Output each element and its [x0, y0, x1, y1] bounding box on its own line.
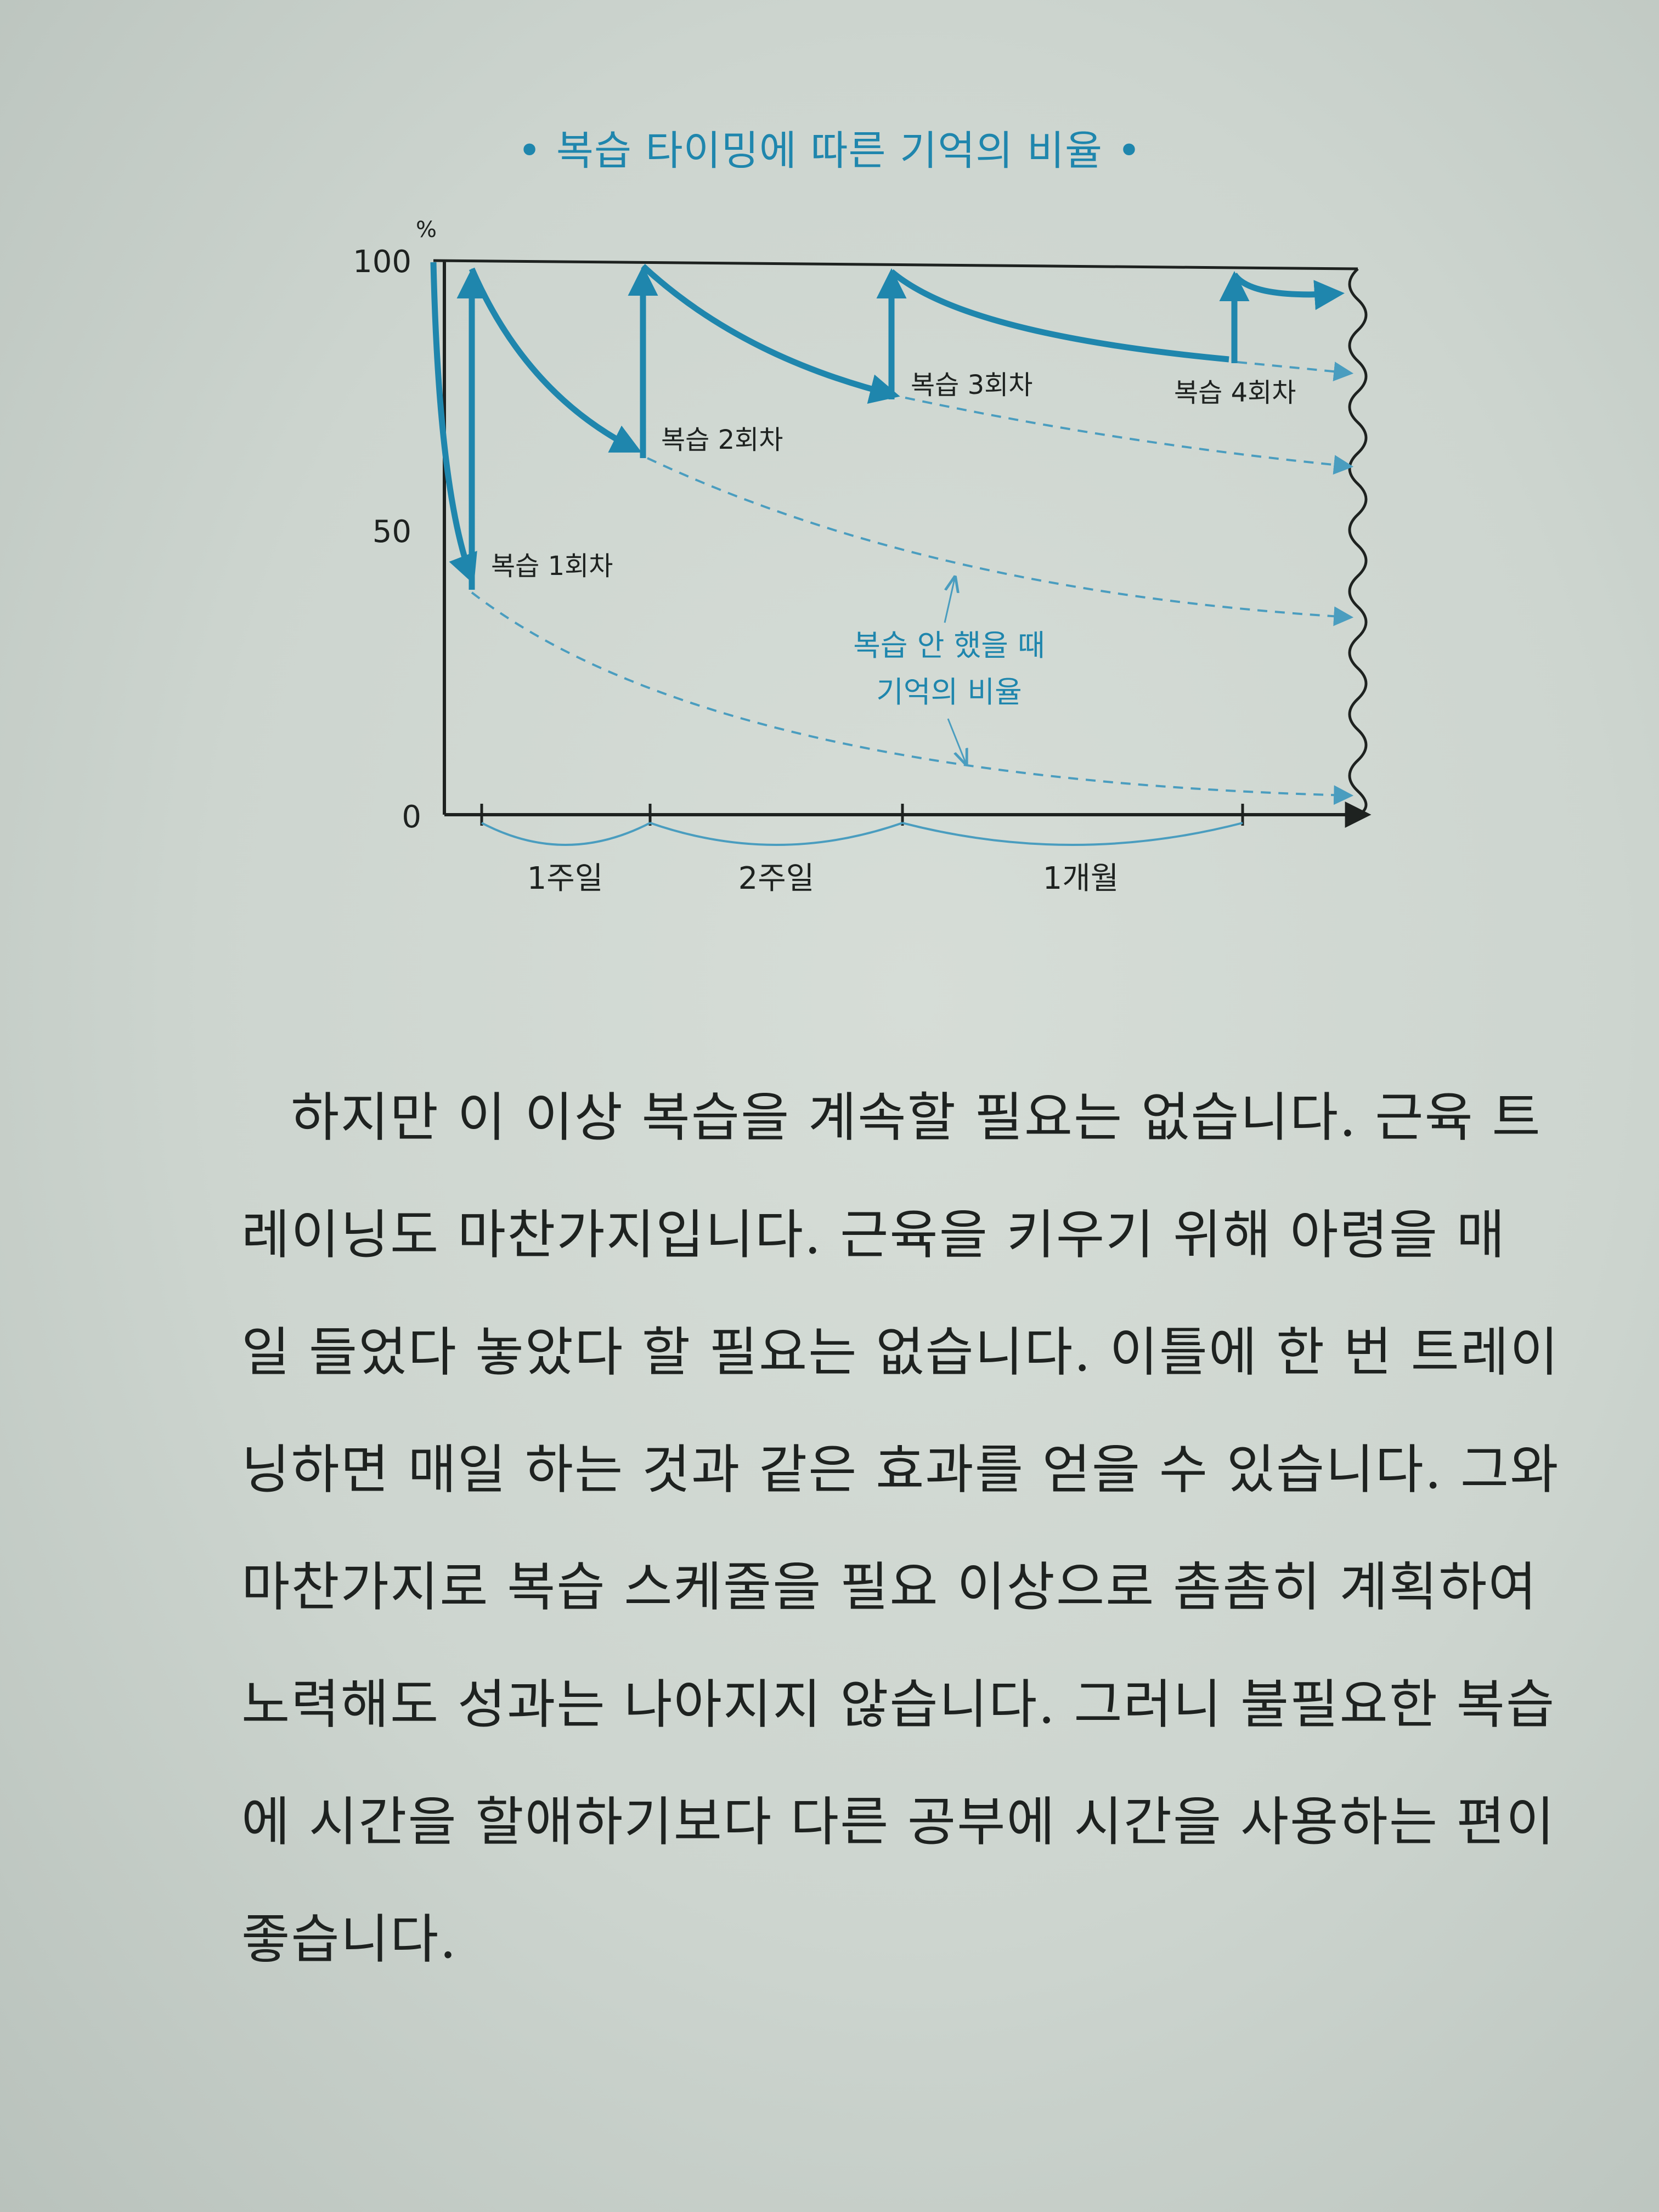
interval-brace-2	[650, 822, 903, 846]
review-label-3: 복습 3회차	[911, 370, 1032, 400]
title-bullet-right: •	[1117, 127, 1142, 174]
title-bullet-left: •	[517, 127, 542, 174]
body-line-6: 노력해도 성과는 나아지지 않습니다. 그러니 불필요한 복습	[241, 1674, 1556, 1735]
review-decay-3	[641, 263, 900, 404]
review-label-4: 복습 4회차	[1174, 377, 1296, 408]
y-unit-label: %	[416, 217, 437, 242]
annotation-pointer-down	[947, 718, 966, 763]
y-tick-50: 50	[373, 514, 411, 550]
body-line-5: 마찬가지로 복습 스케줄을 필요 이상으로 촘촘히 계획하여	[241, 1556, 1538, 1618]
chart-title: • 복습 타이밍에 따른 기억의 비율 •	[0, 118, 1659, 177]
forgetting-curve-chart: % 100 50 0 1주일 2주일 1개월	[353, 217, 1372, 896]
annotation-line-1: 복습 안 했을 때	[853, 628, 1045, 663]
body-line-1: 하지만 이 이상 복습을 계속할 필요는 없습니다. 근육 트	[291, 1087, 1542, 1148]
no-review-curve-2	[647, 457, 1354, 627]
review-decay-5	[1232, 272, 1345, 311]
top-boundary	[433, 259, 1358, 270]
interval-brace-1	[481, 822, 651, 846]
x-interval-label-1month: 1개월	[1043, 861, 1119, 896]
review-label-2: 복습 2회차	[661, 425, 783, 455]
body-line-8: 좋습니다.	[241, 1909, 458, 1970]
annotation-line-2: 기억의 비율	[876, 675, 1022, 709]
body-line-4: 닝하면 매일 하는 것과 같은 효과를 얻을 수 있습니다. 그와	[241, 1439, 1560, 1500]
no-review-curve-1	[471, 591, 1354, 805]
body-paragraph: 하지만 이 이상 복습을 계속할 필요는 없습니다. 근육 트 레이닝도 마찬가…	[241, 1059, 1560, 1998]
no-review-curve-4	[1237, 361, 1354, 382]
x-interval-label-1week: 1주일	[527, 861, 603, 896]
x-interval-label-2weeks: 2주일	[738, 861, 815, 896]
chart-title-text: 복습 타이밍에 따른 기억의 비율	[556, 127, 1103, 174]
interval-brace-3	[902, 822, 1243, 846]
wavy-right-edge	[1348, 268, 1368, 817]
body-line-7: 에 시간을 할애하기보다 다른 공부에 시간을 사용하는 편이	[241, 1791, 1556, 1853]
y-tick-100: 100	[353, 244, 411, 280]
body-line-2: 레이닝도 마찬가지입니다. 근육을 키우기 위해 아령을 매	[241, 1204, 1506, 1266]
review-decay-4	[889, 269, 1229, 363]
annotation-pointer-up	[944, 579, 955, 623]
body-line-3: 일 들었다 놓았다 할 필요는 없습니다. 이틀에 한 번 트레이	[241, 1322, 1560, 1383]
review-label-1: 복습 1회차	[491, 551, 613, 582]
y-tick-0: 0	[402, 799, 421, 835]
review-decay-1	[430, 262, 477, 585]
review-decay-2	[469, 267, 642, 453]
